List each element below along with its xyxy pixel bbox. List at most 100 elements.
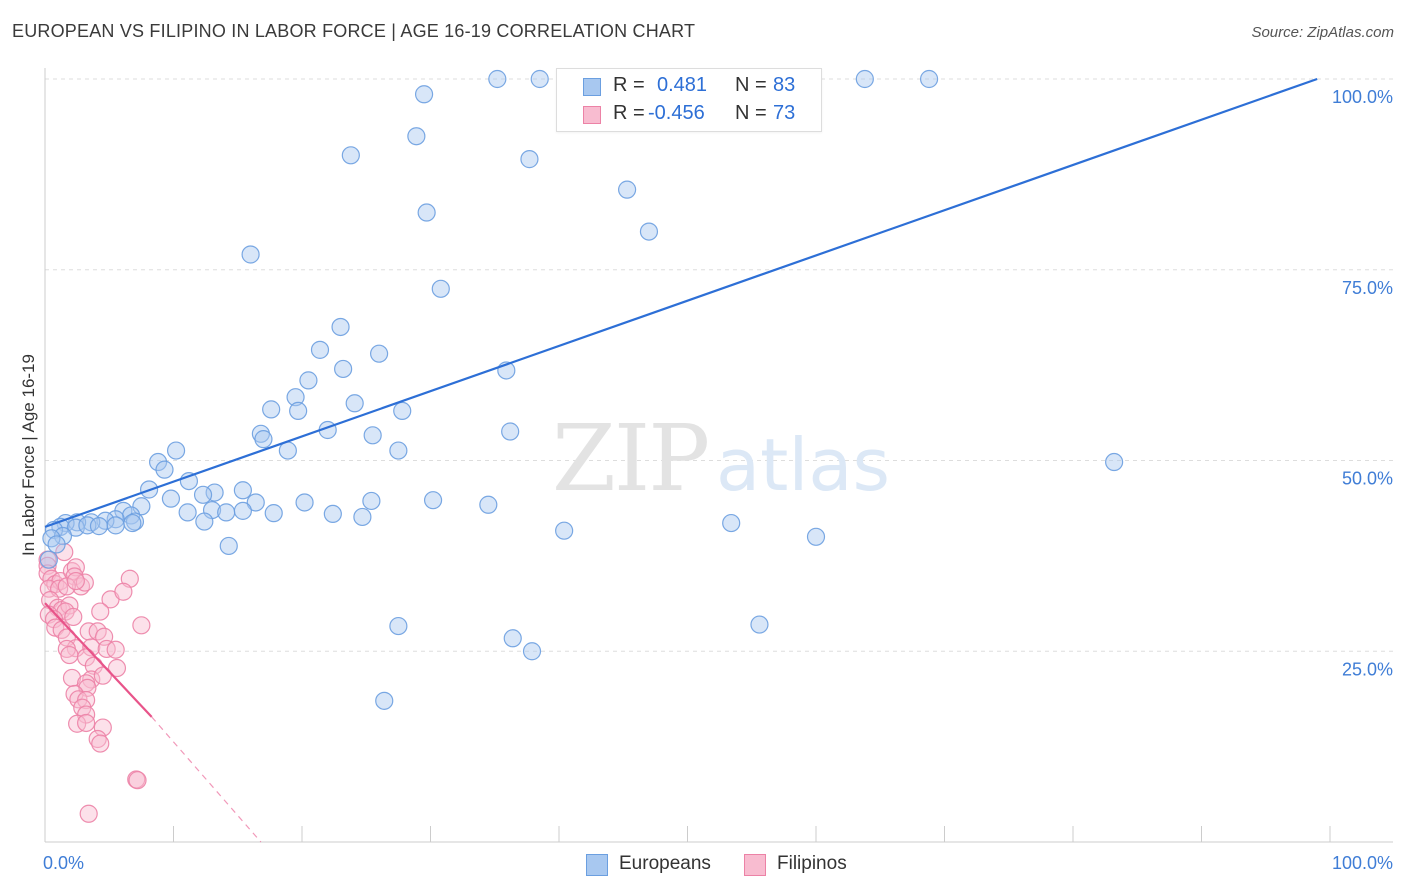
point-filipino-11 bbox=[75, 573, 94, 592]
point-european-79 bbox=[503, 629, 522, 648]
legend-row-filipinos: R = -0.456 N = 73 bbox=[557, 100, 821, 128]
point-european-17 bbox=[299, 371, 318, 390]
point-european-0 bbox=[488, 69, 507, 89]
trendline-filipinos-extension bbox=[151, 716, 262, 843]
point-european-3 bbox=[919, 69, 939, 89]
point-filipino-30 bbox=[132, 616, 151, 635]
point-european-19 bbox=[286, 388, 305, 407]
legend-n-value: 73 bbox=[773, 102, 796, 124]
point-european-29 bbox=[389, 441, 408, 460]
legend-r-label: R = bbox=[613, 74, 645, 96]
point-european-80 bbox=[750, 615, 769, 634]
point-european-45 bbox=[362, 491, 381, 511]
point-european-2 bbox=[855, 69, 874, 89]
point-european-41 bbox=[246, 493, 265, 512]
point-european-38 bbox=[233, 481, 252, 500]
series-europeans bbox=[39, 69, 1124, 710]
point-filipino-19 bbox=[114, 582, 133, 601]
point-european-35 bbox=[1105, 452, 1124, 472]
point-european-22 bbox=[289, 401, 308, 421]
legend-r-value: 0.481 bbox=[657, 74, 708, 96]
point-filipino-2 bbox=[55, 542, 74, 562]
point-european-53 bbox=[353, 507, 372, 527]
point-european-52 bbox=[323, 504, 342, 524]
y-axis-label: In Labor Force | Age 16-19 bbox=[19, 354, 38, 556]
point-european-10 bbox=[639, 222, 659, 241]
point-european-76 bbox=[806, 527, 826, 546]
bottom-legend-label: Europeans bbox=[619, 853, 711, 874]
point-european-81 bbox=[522, 642, 542, 661]
tick-labels: 25.0% 50.0% 75.0% 100.0% 0.0% 100.0% bbox=[43, 87, 1393, 873]
gridlines bbox=[45, 78, 1393, 652]
point-european-64 bbox=[66, 518, 85, 537]
point-european-12 bbox=[431, 279, 450, 298]
point-european-30 bbox=[166, 441, 186, 460]
point-european-68 bbox=[123, 513, 142, 533]
watermark-atlas: atlas bbox=[716, 423, 890, 507]
point-filipino-40 bbox=[106, 640, 125, 659]
point-filipino-8 bbox=[66, 558, 85, 577]
point-filipino-24 bbox=[91, 602, 110, 621]
point-european-67 bbox=[106, 516, 125, 535]
point-european-51 bbox=[264, 504, 283, 523]
y-tick-label: 100.0% bbox=[1332, 87, 1393, 107]
point-european-7 bbox=[520, 150, 539, 169]
point-filipino-38 bbox=[60, 645, 79, 665]
point-european-74 bbox=[555, 521, 574, 540]
point-european-82 bbox=[375, 691, 394, 710]
point-european-42 bbox=[295, 493, 314, 512]
trendline-filipinos bbox=[44, 602, 153, 718]
point-european-49 bbox=[217, 503, 236, 522]
legend-n-label: N = bbox=[735, 102, 767, 124]
point-european-5 bbox=[407, 127, 426, 146]
chart-title: EUROPEAN VS FILIPINO IN LABOR FORCE | AG… bbox=[12, 21, 696, 41]
y-tick-label: 75.0% bbox=[1342, 278, 1393, 298]
point-filipino-15 bbox=[57, 577, 76, 596]
trendline-europeans bbox=[44, 77, 1318, 528]
point-filipino-61 bbox=[79, 804, 98, 823]
point-european-50 bbox=[233, 501, 252, 520]
point-european-73 bbox=[219, 536, 238, 556]
axes bbox=[44, 68, 1393, 843]
x-tick-label-start: 0.0% bbox=[43, 853, 84, 873]
point-european-66 bbox=[89, 517, 109, 536]
point-european-43 bbox=[423, 491, 443, 510]
correlation-legend: R = 0.481 N = 83 R = -0.456 N = 73 bbox=[556, 68, 822, 132]
point-european-44 bbox=[479, 495, 498, 514]
source-label: Source: ZipAtlas.com bbox=[1251, 24, 1394, 41]
point-european-54 bbox=[195, 512, 214, 531]
point-european-11 bbox=[241, 245, 260, 264]
point-filipino-59 bbox=[127, 770, 146, 789]
point-filipino-47 bbox=[93, 666, 112, 685]
legend-n-label: N = bbox=[735, 74, 767, 96]
point-european-32 bbox=[155, 460, 174, 479]
point-european-47 bbox=[178, 503, 197, 522]
legend-r-value: -0.456 bbox=[648, 102, 705, 124]
point-european-13 bbox=[331, 317, 350, 337]
point-european-9 bbox=[417, 203, 436, 222]
point-european-40 bbox=[193, 485, 213, 504]
point-european-75 bbox=[722, 513, 741, 533]
watermark: ZIP atlas bbox=[552, 405, 890, 512]
watermark-zip: ZIP bbox=[552, 405, 708, 512]
legend-r-label: R = bbox=[613, 102, 645, 124]
point-european-26 bbox=[363, 426, 382, 445]
point-european-46 bbox=[132, 497, 151, 516]
bottom-legend-label: Filipinos bbox=[777, 853, 847, 874]
bottom-legend-swatch-filipinos bbox=[744, 854, 766, 876]
point-european-39 bbox=[161, 489, 181, 508]
point-european-20 bbox=[345, 394, 364, 413]
legend-row-europeans: R = 0.481 N = 83 bbox=[557, 72, 821, 100]
point-european-31 bbox=[148, 452, 168, 472]
trendlines bbox=[44, 77, 1318, 843]
point-filipino-16 bbox=[66, 571, 85, 591]
point-filipino-55 bbox=[77, 713, 96, 733]
point-european-16 bbox=[334, 359, 353, 379]
point-european-37 bbox=[205, 483, 224, 502]
point-european-72 bbox=[47, 535, 66, 554]
point-european-27 bbox=[254, 430, 273, 449]
y-tick-label: 25.0% bbox=[1342, 659, 1393, 679]
point-filipino-43 bbox=[107, 658, 127, 678]
point-filipino-50 bbox=[69, 690, 88, 709]
